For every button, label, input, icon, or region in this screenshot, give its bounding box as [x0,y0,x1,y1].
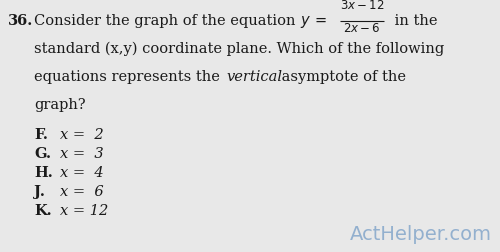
Text: J.: J. [34,185,45,199]
Text: x =  4: x = 4 [60,166,104,180]
Text: equations represents the: equations represents the [34,70,224,84]
Text: 36.: 36. [8,14,33,28]
Text: Consider the graph of the equation: Consider the graph of the equation [34,14,300,28]
Text: $y\,=$: $y\,=$ [300,14,327,30]
Text: G.: G. [34,147,51,161]
Text: vertical: vertical [226,70,282,84]
Text: in the: in the [390,14,438,28]
Text: x =  3: x = 3 [60,147,104,161]
Text: $2x-6$: $2x-6$ [343,22,381,35]
Text: asymptote of the: asymptote of the [277,70,406,84]
Text: x =  6: x = 6 [60,185,104,199]
Text: standard (x,y) coordinate plane. Which of the following: standard (x,y) coordinate plane. Which o… [34,42,444,56]
Text: x =  2: x = 2 [60,128,104,142]
Text: $3x-12$: $3x-12$ [340,0,384,12]
Text: graph?: graph? [34,98,86,112]
Text: K.: K. [34,204,52,218]
Text: H.: H. [34,166,53,180]
Text: x = 12: x = 12 [60,204,108,218]
Text: F.: F. [34,128,48,142]
Text: ActHelper.com: ActHelper.com [350,225,492,244]
